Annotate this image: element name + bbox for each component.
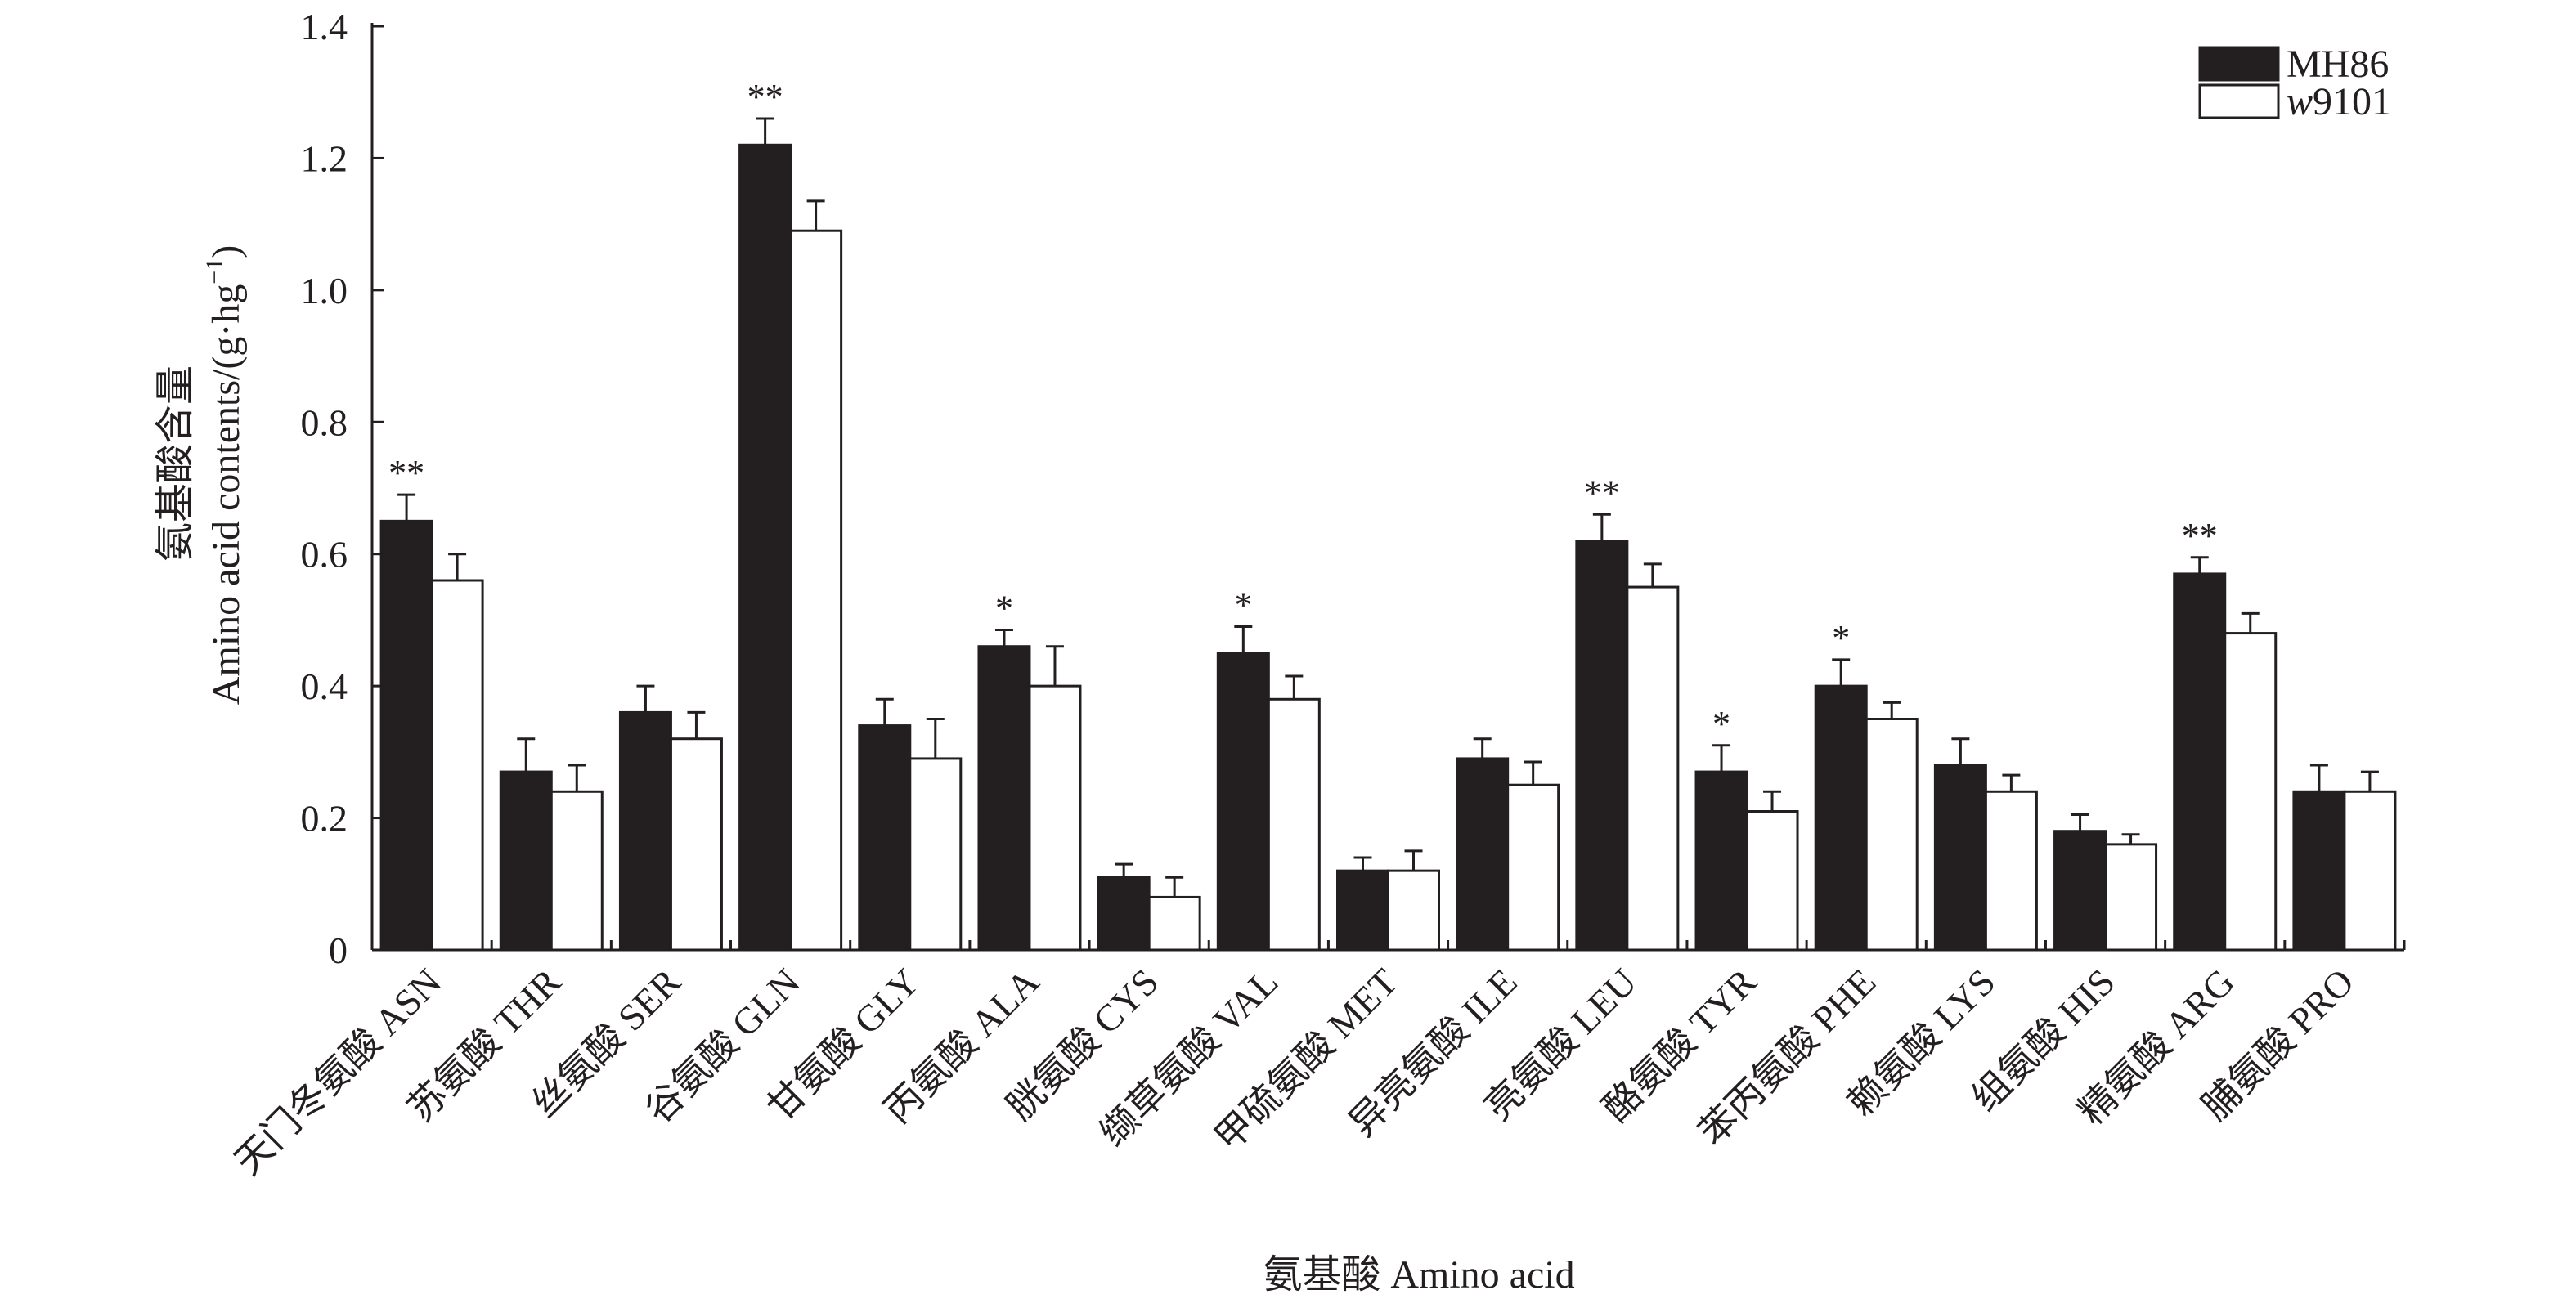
bar-mh86 [1694,770,1748,952]
y-tick-label: 0.4 [301,665,348,707]
bar-mh86 [2292,790,2346,952]
bar-w9101 [2104,843,2158,952]
y-tick-label: 0.6 [301,534,348,576]
y-axis-title-cn: 氨基酸含量 [154,365,197,562]
significance-mark: ** [2182,516,2218,556]
bar-w9101 [789,229,843,952]
bar-mh86 [1933,764,1987,952]
y-tick-label: 1.4 [301,6,348,47]
bar-w9101 [1865,718,1919,952]
legend-swatch-mh86 [2198,46,2280,82]
bar-w9101 [1387,869,1440,952]
bar-w9101 [1984,790,2038,952]
x-axis-title: 氨基酸 Amino acid [1263,1253,1574,1297]
y-axis-title-sup: −1 [201,258,228,284]
bar-mh86 [379,519,433,952]
bar-mh86 [618,710,672,952]
y-tick-label: 0.2 [301,798,348,840]
legend-label-italic: w [2287,80,2313,123]
bar-mh86 [858,724,912,952]
bar-w9101 [2343,790,2397,952]
bar-w9101 [1267,697,1321,952]
y-axis-title-en: Amino acid contents/(g·hg [204,284,248,706]
significance-mark: ** [388,453,424,493]
significance-mark: ** [747,77,783,117]
y-tick-label: 1.2 [301,137,348,179]
bar-w9101 [430,579,484,952]
legend-swatch-w9101 [2198,83,2280,119]
bar-w9101 [669,737,723,952]
significance-mark: ** [1584,473,1620,513]
legend-label-mh86: MH86 [2287,43,2389,86]
y-tick-label: 0.8 [301,401,348,443]
legend-label-rest: 9101 [2313,80,2391,123]
y-axis-title: 氨基酸含量 Amino acid contents/(g·hg−1) [154,245,248,705]
bar-mh86 [1097,876,1151,952]
bar-mh86 [1456,757,1510,952]
bars-group [379,117,2397,952]
significance-mark: * [1234,585,1252,625]
bar-mh86 [2173,572,2227,952]
y-tick-label: 0 [329,929,348,971]
bar-w9101 [909,757,963,952]
bar-mh86 [1336,869,1389,952]
bar-mh86 [1216,652,1270,952]
bar-w9101 [1147,895,1201,952]
bar-w9101 [1626,585,1680,952]
legend-label-w9101: w9101 [2287,80,2391,123]
x-category-label: 天门冬氨酸 ASN [227,961,449,1183]
bar-mh86 [1814,684,1868,952]
significance-mark: * [995,589,1013,629]
significance-mark: * [1832,618,1850,658]
bar-mh86 [499,770,553,952]
bar-w9101 [1506,783,1560,952]
y-tick-label: 1.0 [301,270,348,311]
bar-mh86 [738,143,792,952]
significance-mark: * [1712,704,1730,744]
y-axis-title-end: ) [204,245,248,258]
legend-label-rest: MH86 [2287,43,2389,86]
bar-w9101 [550,790,604,952]
bar-mh86 [2053,830,2107,952]
bar-w9101 [1028,684,1082,952]
bar-mh86 [977,645,1031,952]
bar-w9101 [1745,810,1799,952]
bar-mh86 [1575,540,1629,952]
bar-w9101 [2224,632,2278,952]
